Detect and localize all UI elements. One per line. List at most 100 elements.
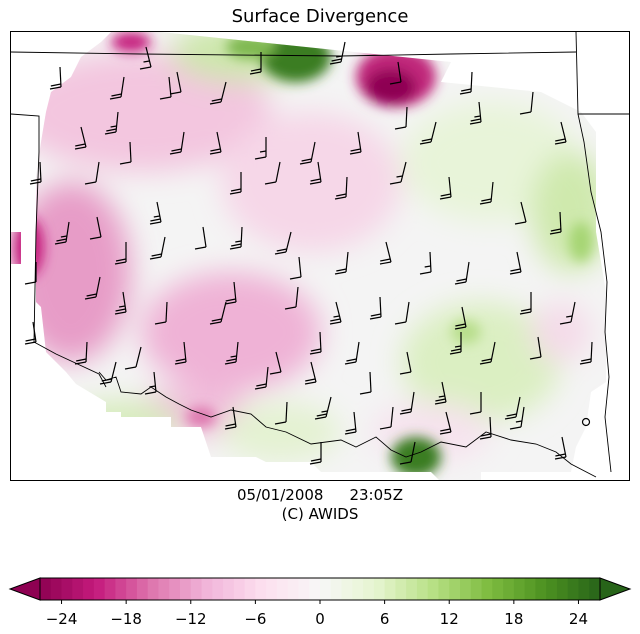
colorbar-segment bbox=[449, 578, 461, 600]
wind-barb bbox=[399, 351, 412, 375]
colorbar-segment bbox=[352, 578, 364, 600]
colorbar-tick-label: −6 bbox=[244, 610, 267, 628]
colorbar-segment bbox=[40, 578, 52, 600]
wind-barb bbox=[479, 416, 492, 440]
colorbar-segment bbox=[115, 578, 127, 600]
wind-barb bbox=[579, 341, 593, 365]
colorbar-tick-label: 24 bbox=[568, 610, 588, 628]
wind-barb bbox=[299, 141, 316, 165]
colorbar-segment bbox=[298, 578, 310, 600]
wind-barb bbox=[334, 251, 349, 275]
wind-barb bbox=[24, 262, 37, 285]
colorbar-segment bbox=[373, 578, 386, 600]
wind-barb bbox=[554, 121, 567, 145]
map-time: 23:05Z bbox=[349, 486, 403, 504]
wind-barb bbox=[309, 161, 322, 185]
wind-barb bbox=[89, 216, 102, 240]
wind-barb bbox=[434, 381, 447, 405]
wind-barb bbox=[394, 301, 410, 325]
wind-barb bbox=[509, 406, 525, 430]
colorbar-segment bbox=[481, 578, 493, 600]
wind-barb bbox=[229, 226, 243, 250]
wind-barb bbox=[209, 301, 227, 325]
wind-barb bbox=[169, 71, 182, 95]
wind-barb bbox=[519, 292, 532, 315]
colorbar-segment bbox=[50, 578, 62, 600]
wind-barb bbox=[334, 176, 348, 200]
wind-barb bbox=[149, 236, 166, 260]
colorbar-segment bbox=[180, 578, 192, 600]
colorbar-segment bbox=[244, 578, 256, 600]
colorbar-segment bbox=[330, 578, 342, 600]
wind-barb bbox=[249, 52, 262, 75]
wind-barb bbox=[104, 111, 119, 135]
map-date: 05/01/2008 bbox=[237, 486, 324, 504]
wind-barb bbox=[144, 371, 157, 395]
map-credit: (C) AWIDS bbox=[281, 505, 359, 523]
colorbar-segment bbox=[276, 578, 289, 600]
colorbar-segment bbox=[126, 578, 138, 600]
wind-barb bbox=[439, 411, 452, 435]
wind-barb bbox=[174, 341, 187, 365]
colorbar-tick-label: 18 bbox=[504, 610, 524, 628]
wind-barb bbox=[479, 341, 496, 365]
wind-barb bbox=[469, 101, 482, 125]
colorbar-segment bbox=[61, 578, 73, 600]
colorbar-segment bbox=[492, 578, 504, 600]
wind-barb bbox=[274, 231, 292, 255]
colorbar-segment bbox=[406, 578, 418, 600]
colorbar-tick-label: −12 bbox=[174, 610, 207, 628]
colorbar-segment bbox=[567, 578, 579, 600]
wind-barb bbox=[254, 366, 269, 390]
wind-barb bbox=[154, 301, 168, 325]
wind-barb bbox=[509, 251, 522, 275]
wind-barb bbox=[349, 131, 362, 155]
wind-barb bbox=[109, 76, 125, 100]
wind-barb bbox=[359, 371, 372, 395]
wind-barb bbox=[344, 341, 360, 365]
colorbar-segment bbox=[503, 578, 515, 600]
colorbar-segment bbox=[438, 578, 450, 600]
colorbar-tick-label: 0 bbox=[315, 610, 325, 628]
wind-barb bbox=[344, 411, 357, 435]
wind-barb bbox=[224, 281, 237, 305]
divergence-field bbox=[11, 32, 606, 480]
divergence-map bbox=[10, 31, 630, 481]
colorbar-segment bbox=[169, 578, 181, 600]
colorbar-extend-min bbox=[8, 577, 41, 601]
wind-barb bbox=[84, 161, 100, 185]
colorbar-extend-max bbox=[599, 577, 632, 601]
wind-barb bbox=[49, 66, 62, 90]
colorbar-segment bbox=[460, 578, 472, 600]
colorbar-segment bbox=[309, 578, 321, 600]
wind-barb bbox=[309, 442, 322, 465]
wind-barb bbox=[209, 81, 227, 105]
wind-barb bbox=[224, 341, 239, 365]
map-timestamp: 05/01/2008 23:05Z bbox=[0, 486, 640, 504]
wind-barb bbox=[74, 126, 87, 150]
colorbar-segment bbox=[136, 578, 149, 600]
wind-barb bbox=[554, 436, 567, 460]
wind-barb bbox=[29, 161, 42, 185]
colorbar-segment bbox=[320, 578, 332, 600]
wind-barb bbox=[439, 176, 452, 200]
wind-barb bbox=[504, 396, 521, 420]
colorbar-scale bbox=[8, 577, 632, 604]
wind-barb bbox=[149, 201, 162, 225]
wind-barb bbox=[379, 406, 394, 430]
wind-barb bbox=[54, 221, 70, 245]
wind-barb bbox=[394, 106, 408, 130]
colorbar-segment bbox=[190, 578, 202, 600]
wind-barb bbox=[329, 41, 346, 65]
wind-barb bbox=[379, 241, 392, 265]
calm-wind-marker bbox=[581, 417, 591, 427]
wind-barb bbox=[449, 332, 462, 355]
colorbar-segment bbox=[546, 578, 558, 600]
wind-barb bbox=[254, 137, 267, 160]
map-canvas bbox=[11, 32, 629, 480]
colorbar-segment bbox=[524, 578, 536, 600]
colorbar-segment bbox=[384, 578, 396, 600]
wind-barb bbox=[549, 211, 562, 235]
wind-barb bbox=[114, 242, 127, 265]
wind-barb bbox=[454, 306, 467, 330]
